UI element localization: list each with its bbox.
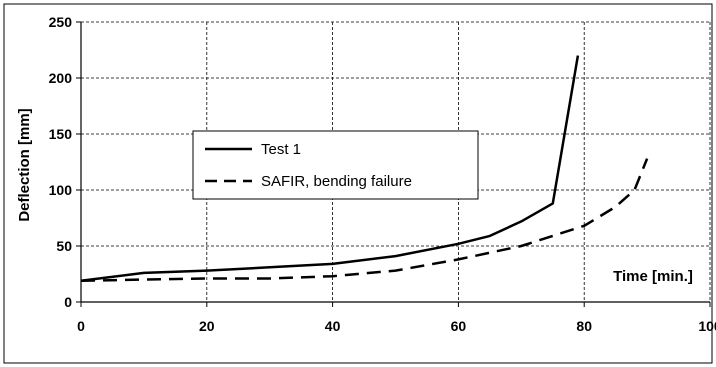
legend: Test 1 SAFIR, bending failure [192, 130, 479, 200]
y-tick-label: 100 [49, 182, 73, 198]
x-tick-label: 0 [77, 318, 85, 334]
series-lines [80, 55, 649, 282]
legend-label-test-1: Test 1 [261, 141, 301, 158]
x-tick-label: 80 [576, 318, 592, 334]
y-tick-label: 250 [49, 14, 73, 30]
x-tick-label: 100 [698, 318, 716, 334]
x-axis-title: Time [min.] [613, 268, 693, 285]
y-axis-title: Deflection [mm] [16, 108, 33, 221]
y-tick-label: 50 [56, 238, 72, 254]
x-tick-label: 40 [325, 318, 341, 334]
legend-label-safir: SAFIR, bending failure [261, 173, 412, 190]
chart-frame [3, 3, 713, 364]
tick-labels: 0 20 40 60 80 100 0 50 100 150 200 250 [49, 14, 716, 334]
x-tick-label: 20 [199, 318, 215, 334]
y-tick-label: 150 [49, 126, 73, 142]
series-line-safir-bending-failure [80, 158, 649, 282]
x-tick-label: 60 [451, 318, 467, 334]
y-tick-label: 200 [49, 70, 73, 86]
series-line-test-1 [80, 55, 580, 282]
legend-box [192, 130, 479, 200]
axes [76, 21, 711, 307]
y-tick-label: 0 [64, 294, 72, 310]
